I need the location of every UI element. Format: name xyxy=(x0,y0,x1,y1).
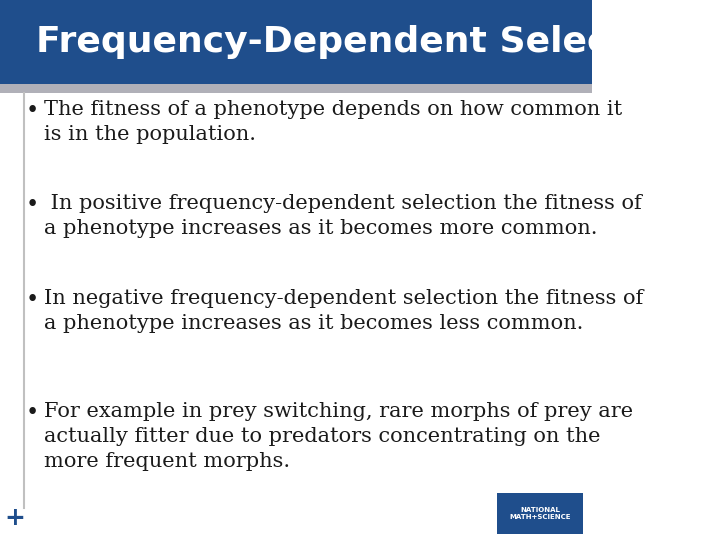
Text: In negative frequency-dependent selection the fitness of
a phenotype increases a: In negative frequency-dependent selectio… xyxy=(45,289,644,333)
Text: The fitness of a phenotype depends on how common it
is in the population.: The fitness of a phenotype depends on ho… xyxy=(45,100,623,144)
Text: •: • xyxy=(26,194,39,217)
Text: For example in prey switching, rare morphs of prey are
actually fitter due to pr: For example in prey switching, rare morp… xyxy=(45,402,634,471)
FancyBboxPatch shape xyxy=(498,493,583,534)
Text: NATIONAL
MATH+SCIENCE: NATIONAL MATH+SCIENCE xyxy=(509,507,571,520)
Text: •: • xyxy=(26,402,39,424)
Text: •: • xyxy=(26,100,39,122)
FancyBboxPatch shape xyxy=(0,84,592,93)
Text: •: • xyxy=(26,289,39,311)
FancyBboxPatch shape xyxy=(0,0,592,84)
Text: Frequency-Dependent Selection: Frequency-Dependent Selection xyxy=(35,25,688,59)
Text: +: + xyxy=(4,507,25,530)
Text: In positive frequency-dependent selection the fitness of
a phenotype increases a: In positive frequency-dependent selectio… xyxy=(45,194,642,238)
